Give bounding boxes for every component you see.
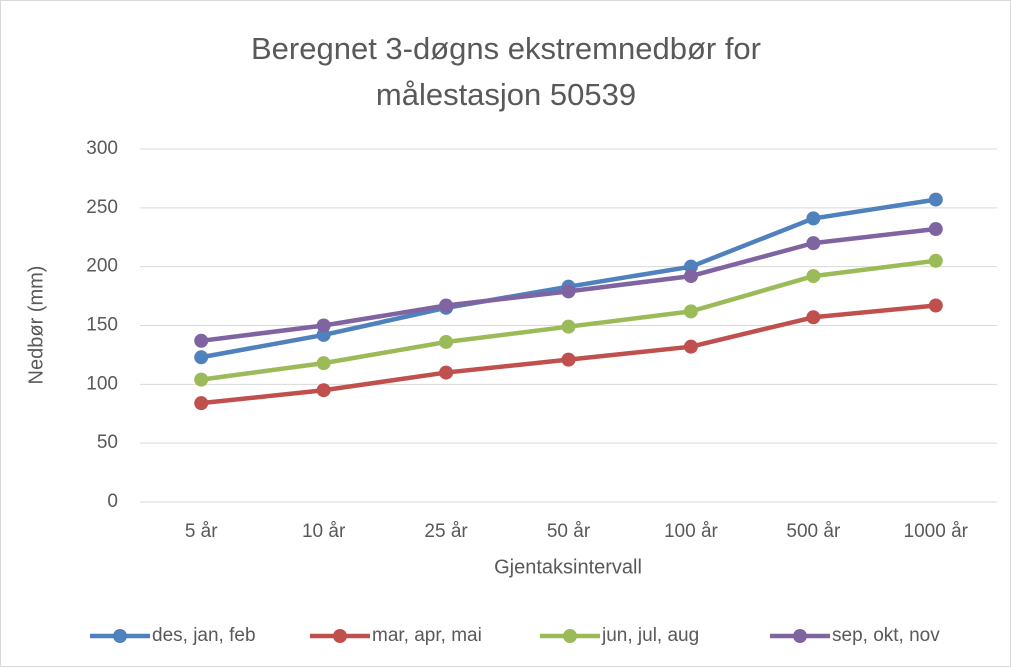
- data-point: [683, 339, 698, 354]
- data-point: [194, 396, 209, 411]
- x-tick-label: 500 år: [786, 521, 841, 542]
- data-point: [928, 298, 943, 313]
- y-tick-label: 50: [97, 432, 118, 453]
- data-point: [806, 310, 821, 325]
- data-point: [561, 352, 576, 367]
- data-point: [683, 304, 698, 319]
- data-point: [806, 236, 821, 251]
- data-point: [439, 334, 454, 349]
- data-point: [439, 298, 454, 313]
- x-tick-label: 25 år: [424, 521, 468, 542]
- y-axis-label: Nedbør (mm): [25, 266, 47, 385]
- x-tick-label: 5 år: [185, 521, 218, 542]
- data-point: [561, 319, 576, 334]
- x-tick-label: 10 år: [302, 521, 346, 542]
- y-tick-label: 200: [86, 256, 118, 277]
- data-point: [928, 253, 943, 268]
- data-point: [194, 372, 209, 387]
- legend-marker: [333, 629, 347, 643]
- data-point: [806, 211, 821, 226]
- data-point: [683, 269, 698, 284]
- x-tick-label: 50 år: [547, 521, 591, 542]
- data-point: [194, 350, 209, 365]
- y-tick-label: 150: [86, 315, 118, 336]
- data-point: [806, 269, 821, 284]
- legend-label: jun, jul, aug: [601, 625, 699, 646]
- chart-title: Beregnet 3-døgns ekstremnedbør for måles…: [250, 31, 762, 112]
- data-point: [561, 284, 576, 299]
- data-point: [928, 192, 943, 207]
- data-point: [194, 333, 209, 348]
- legend-marker: [793, 629, 807, 643]
- data-point: [316, 383, 331, 398]
- y-tick-label: 250: [86, 197, 118, 218]
- y-tick-label: 0: [107, 491, 118, 512]
- legend-label: mar, apr, mai: [372, 625, 482, 646]
- legend-marker: [563, 629, 577, 643]
- data-point: [439, 365, 454, 380]
- data-point: [316, 356, 331, 371]
- y-tick-label: 300: [86, 138, 118, 159]
- legend-label: sep, okt, nov: [832, 625, 940, 646]
- x-tick-label: 100 år: [664, 521, 719, 542]
- y-tick-label: 100: [86, 373, 118, 394]
- data-point: [316, 318, 331, 333]
- x-axis-label: Gjentaksintervall: [494, 556, 642, 578]
- legend-label: des, jan, feb: [152, 625, 256, 646]
- x-tick-label: 1000 år: [904, 521, 969, 542]
- data-point: [928, 222, 943, 237]
- legend-marker: [113, 629, 127, 643]
